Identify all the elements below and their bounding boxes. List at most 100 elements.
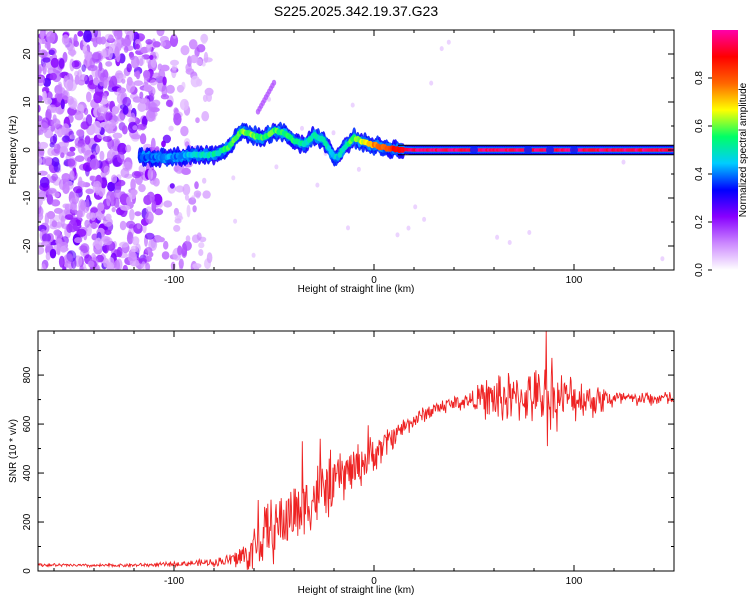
noise-blob: [69, 169, 75, 181]
noise-blob: [101, 48, 111, 58]
tone-bulge: [524, 146, 532, 154]
noise-blob: [57, 220, 62, 229]
noise-blob: [439, 46, 444, 52]
noise-blob: [202, 94, 208, 103]
noise-blob: [177, 245, 183, 256]
y-tick-label: 800: [22, 366, 33, 383]
noise-blob: [38, 66, 42, 76]
noise-blob: [160, 41, 167, 47]
noise-blob: [160, 94, 169, 100]
noise-blob: [92, 180, 102, 194]
figure-title: S225.2025.342.19.37.G23: [274, 3, 438, 19]
noise-blob: [168, 125, 174, 132]
noise-blob: [77, 104, 84, 112]
noise-blob: [107, 257, 115, 270]
noise-blob: [53, 192, 60, 198]
noise-blob: [162, 76, 167, 86]
noise-blob: [120, 167, 130, 178]
noise-blob: [67, 79, 77, 92]
spectrogram-noise: [38, 30, 665, 270]
noise-blob: [202, 177, 207, 184]
noise-blob: [119, 104, 127, 110]
noise-blob: [129, 30, 135, 42]
noise-blob: [90, 212, 96, 221]
noise-blob: [39, 176, 50, 188]
tone-bulge: [470, 146, 478, 154]
y-tick-label: 600: [22, 415, 33, 432]
noise-blob: [99, 76, 105, 87]
noise-blob: [65, 253, 74, 264]
noise-blob: [51, 220, 58, 228]
noise-blob: [102, 136, 112, 142]
y-tick-label: 400: [22, 464, 33, 481]
noise-blob: [73, 33, 78, 46]
spectrogram-x-label: Height of straight line (km): [298, 284, 415, 295]
noise-blob: [125, 144, 132, 153]
noise-blob: [53, 207, 63, 214]
noise-blob: [76, 129, 85, 137]
noise-blob: [149, 192, 155, 203]
noise-blob: [149, 55, 154, 60]
noise-blob: [133, 80, 144, 86]
y-tick-label: -20: [22, 238, 33, 253]
noise-blob: [150, 137, 156, 151]
noise-blob: [169, 183, 175, 189]
noise-blob: [162, 134, 171, 144]
noise-blob: [111, 106, 120, 115]
x-tick-label: 100: [566, 275, 583, 286]
noise-blob: [105, 111, 113, 122]
noise-blob: [66, 151, 76, 157]
noise-blob: [64, 207, 71, 216]
snr-x-label: Height of straight line (km): [298, 585, 415, 596]
noise-blob: [134, 71, 140, 78]
noise-blob: [61, 123, 70, 134]
noise-blob: [429, 80, 434, 86]
noise-blob: [114, 46, 120, 58]
noise-blob: [145, 39, 153, 45]
noise-blob: [38, 104, 41, 113]
noise-blob: [160, 64, 170, 72]
noise-blob: [39, 148, 45, 156]
noise-blob: [126, 196, 131, 205]
noise-blob: [131, 134, 141, 140]
noise-blob: [49, 248, 57, 259]
noise-blob: [85, 164, 90, 177]
noise-blob: [112, 132, 123, 139]
noise-blob: [507, 240, 512, 245]
noise-blob: [71, 192, 80, 205]
noise-blob: [149, 79, 158, 86]
noise-blob: [149, 92, 155, 103]
noise-blob: [105, 213, 112, 221]
noise-blob: [194, 181, 199, 190]
noise-blob: [206, 252, 213, 264]
noise-blob: [123, 46, 129, 53]
noise-blob: [88, 74, 94, 86]
noise-blob: [119, 220, 127, 231]
noise-blob: [171, 64, 178, 71]
noise-blob: [178, 260, 183, 267]
noise-blob: [145, 206, 152, 214]
x-tick-label: 0: [371, 275, 377, 286]
noise-blob: [119, 74, 127, 80]
noise-blob: [156, 30, 165, 37]
noise-blob: [46, 211, 56, 220]
noise-blob: [188, 39, 198, 50]
noise-blob: [190, 75, 201, 88]
noise-blob: [116, 151, 125, 164]
noise-blob: [143, 84, 153, 92]
noise-blob: [93, 30, 98, 38]
noise-blob: [38, 170, 48, 176]
noise-blob: [151, 99, 161, 107]
noise-blob: [45, 252, 51, 261]
noise-blob: [67, 95, 74, 105]
noise-blob: [62, 203, 70, 209]
noise-blob: [51, 173, 58, 181]
noise-blob: [144, 232, 155, 240]
noise-blob: [196, 232, 202, 241]
noise-blob: [41, 233, 52, 243]
noise-blob: [125, 220, 136, 229]
noise-blob: [103, 257, 109, 268]
noise-blob: [50, 106, 58, 114]
